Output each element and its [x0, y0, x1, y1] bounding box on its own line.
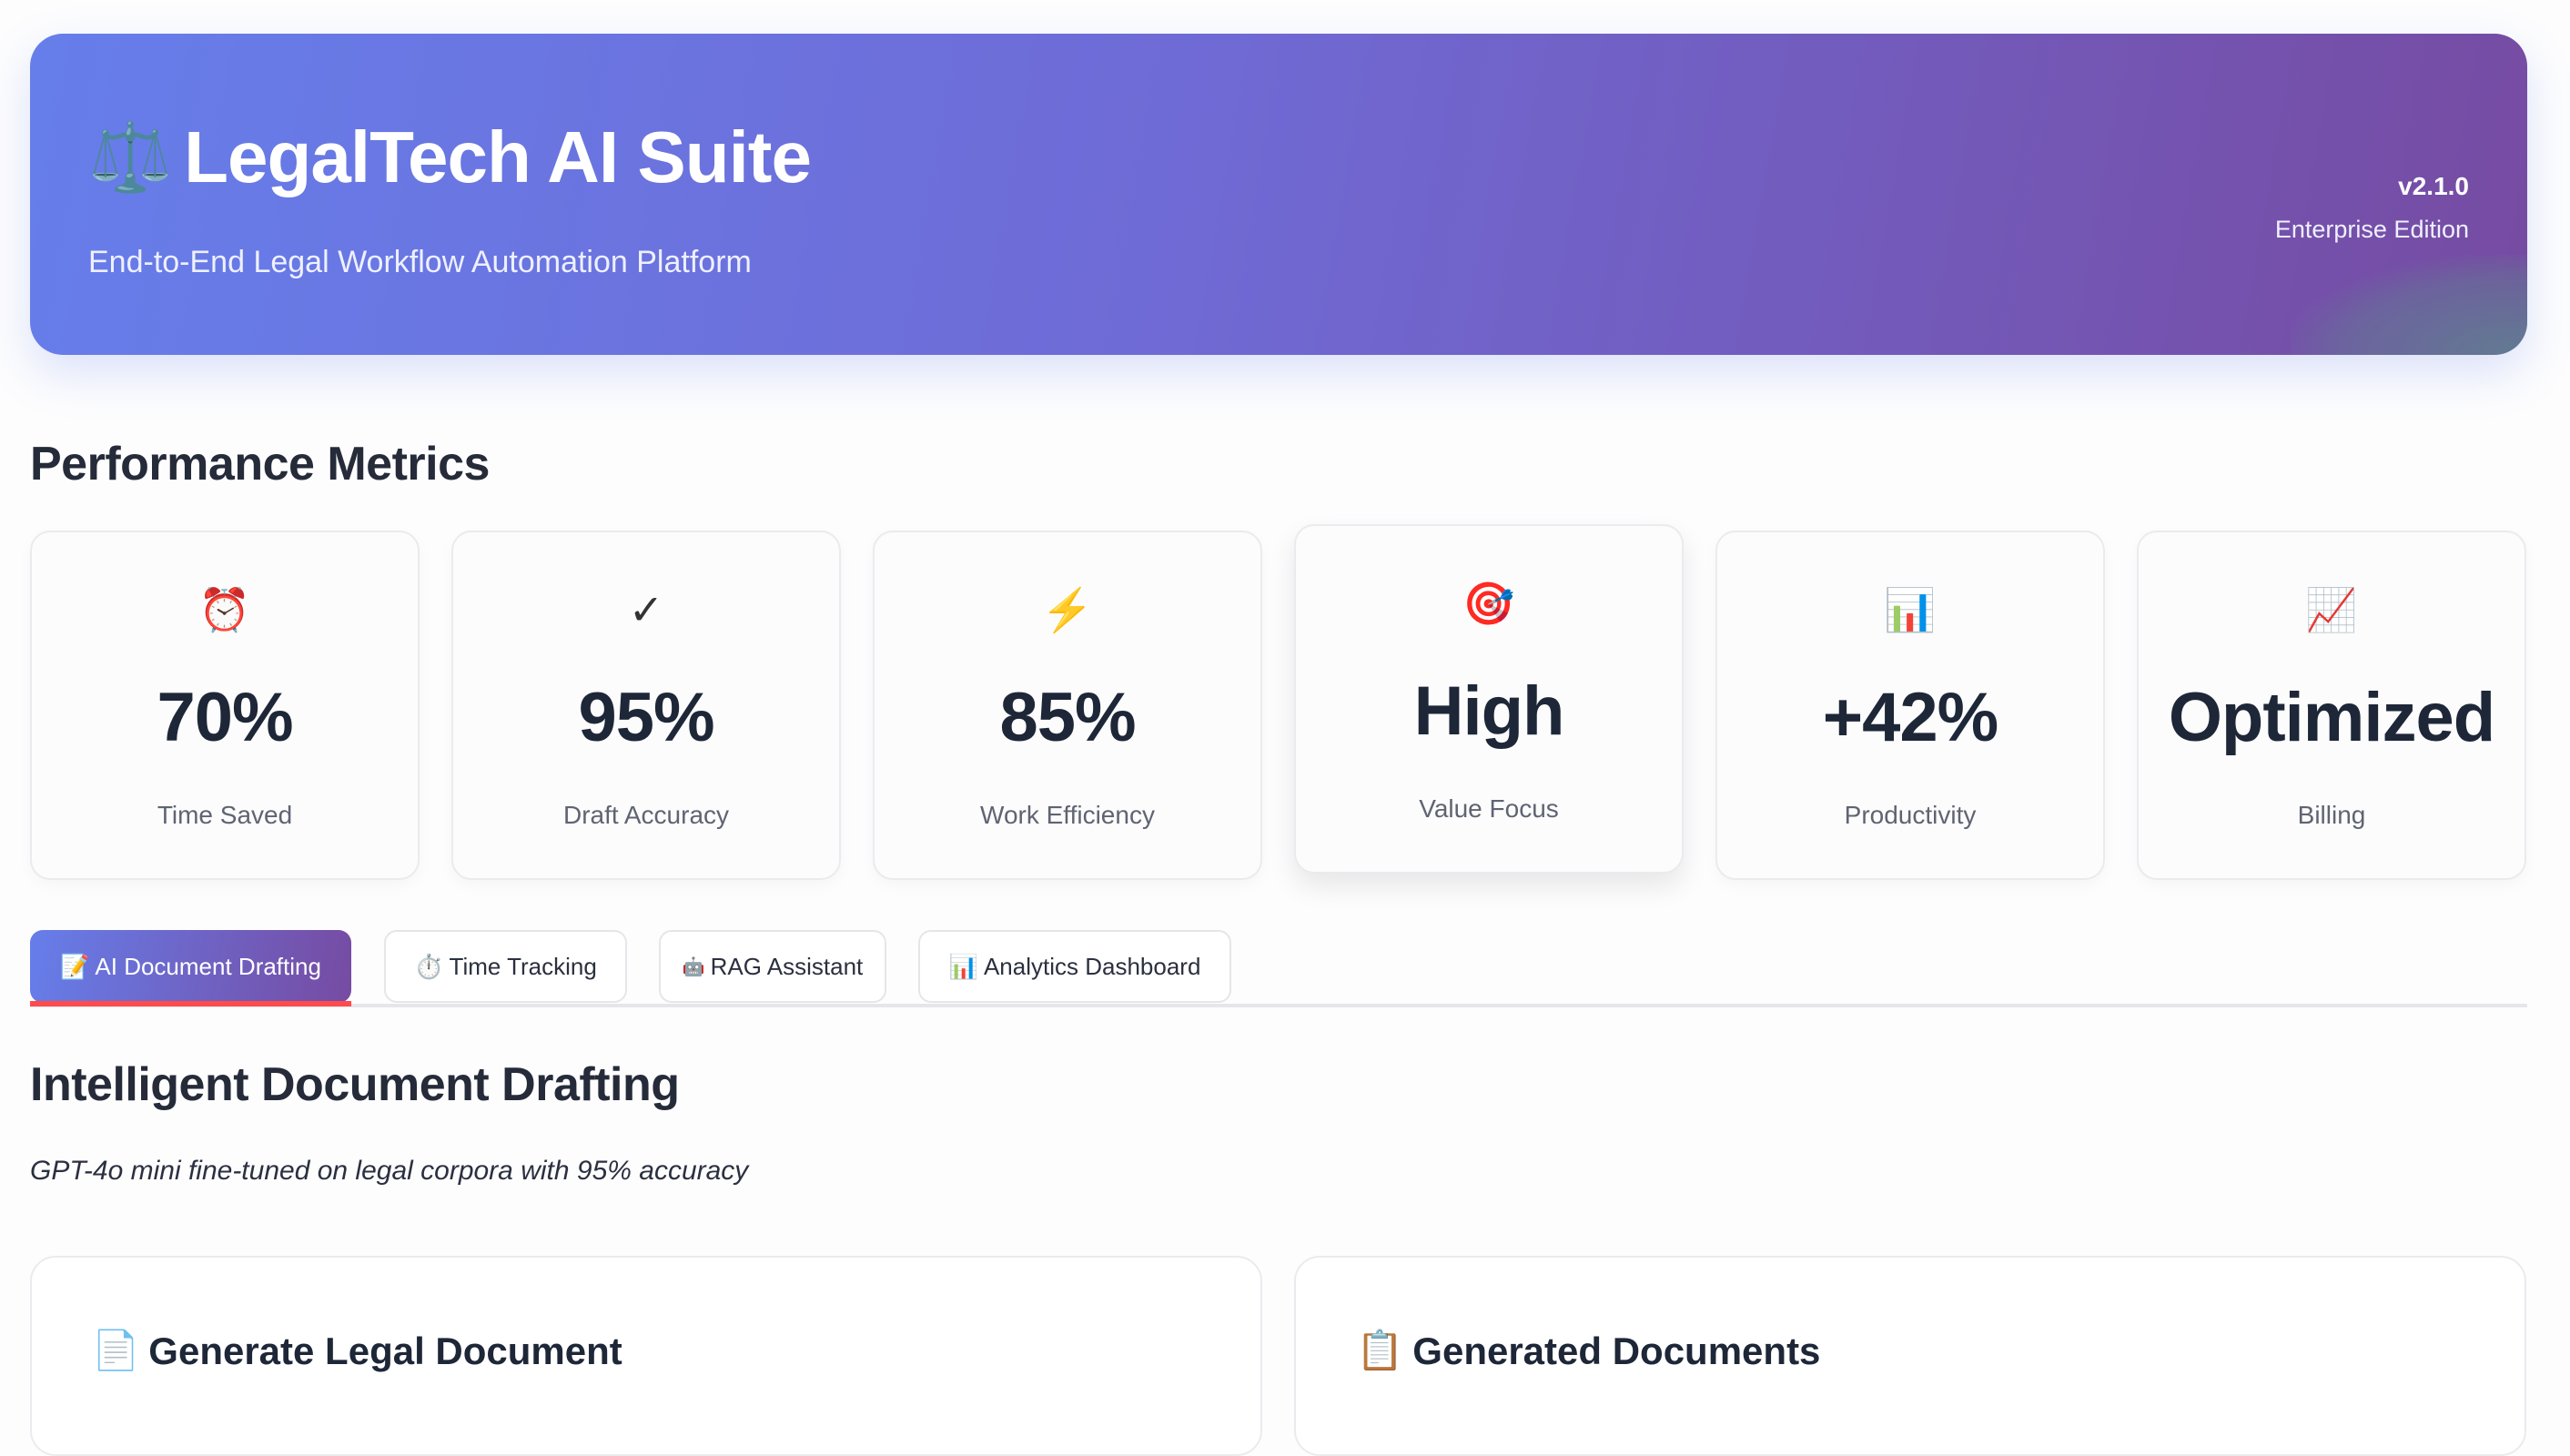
version-label: v2.1.0 [2398, 172, 2469, 200]
metric-label: Draft Accuracy [562, 801, 730, 829]
tab-label: RAG Assistant [710, 952, 864, 980]
app-header: ⚖️ LegalTech AI Suite End-to-End Legal W… [30, 34, 2527, 355]
active-tab-indicator [30, 1001, 351, 1006]
metric-value: 95% [578, 679, 714, 756]
metric-value: Optimized [2168, 679, 2495, 756]
tab-label: Analytics Dashboard [983, 952, 1201, 980]
metric-card-productivity: 📊 +42% Productivity [1715, 531, 2105, 880]
metric-label: Work Efficiency [980, 801, 1155, 829]
metric-card-billing: 📈 Optimized Billing [2137, 531, 2526, 880]
edition-label: Enterprise Edition [2274, 216, 2469, 243]
metric-label: Billing [2297, 801, 2366, 829]
metric-label: Time Saved [157, 801, 293, 829]
generate-document-panel: 📄 Generate Legal Document [30, 1256, 1262, 1456]
balance-scale-icon: ⚖️ [88, 118, 172, 195]
tabs-divider [30, 1004, 2527, 1007]
section-heading: Intelligent Document Drafting [30, 1058, 680, 1111]
metric-value: 70% [157, 679, 293, 756]
metric-value: 85% [999, 679, 1136, 756]
metric-value: +42% [1822, 679, 1999, 756]
app-title: ⚖️ LegalTech AI Suite [88, 116, 812, 199]
metric-label: Productivity [1844, 801, 1977, 829]
tab-time-tracking[interactable]: ⏱️ Time Tracking [384, 930, 627, 1003]
tab-analytics-dashboard[interactable]: 📊 Analytics Dashboard [918, 930, 1231, 1003]
target-icon: 🎯 [1462, 580, 1515, 627]
trend-up-icon: 📈 [2305, 586, 2358, 633]
tab-rag-assistant[interactable]: 🤖 RAG Assistant [659, 930, 886, 1003]
tab-label: Time Tracking [449, 952, 597, 980]
robot-icon: 🤖 [682, 956, 705, 977]
panel-heading: 📄 Generate Legal Document [92, 1329, 622, 1373]
tab-label: AI Document Drafting [95, 952, 321, 980]
metric-card-work-efficiency: ⚡ 85% Work Efficiency [873, 531, 1262, 880]
app-subtitle: End-to-End Legal Workflow Automation Pla… [88, 245, 752, 279]
section-description: GPT-4o mini fine-tuned on legal corpora … [30, 1156, 749, 1186]
header-decoration [2291, 255, 2527, 355]
app-title-text: LegalTech AI Suite [184, 116, 812, 197]
stopwatch-icon: ⏱️ [414, 952, 444, 980]
alarm-clock-icon: ⏰ [198, 586, 251, 633]
metric-card-draft-accuracy: ✓ 95% Draft Accuracy [451, 531, 841, 880]
bar-chart-icon: 📊 [948, 952, 978, 980]
metrics-title: Performance Metrics [30, 438, 490, 490]
checkmark-icon: ✓ [628, 586, 664, 633]
clipboard-icon: 📋 [1356, 1329, 1404, 1371]
panel-heading: 📋 Generated Documents [1356, 1329, 1820, 1373]
tab-ai-document-drafting[interactable]: 📝 AI Document Drafting [30, 930, 351, 1003]
metric-card-time-saved: ⏰ 70% Time Saved [30, 531, 420, 880]
document-icon: 📄 [92, 1329, 140, 1371]
panel-title: Generate Legal Document [148, 1329, 622, 1372]
memo-icon: 📝 [60, 952, 90, 980]
bar-chart-icon: 📊 [1884, 586, 1937, 633]
metric-card-value-focus: 🎯 High Value Focus [1294, 524, 1684, 874]
lightning-icon: ⚡ [1041, 586, 1094, 633]
generated-documents-panel: 📋 Generated Documents [1294, 1256, 2526, 1456]
metric-label: Value Focus [1419, 794, 1559, 823]
metric-value: High [1413, 672, 1565, 750]
panel-title: Generated Documents [1412, 1329, 1821, 1372]
